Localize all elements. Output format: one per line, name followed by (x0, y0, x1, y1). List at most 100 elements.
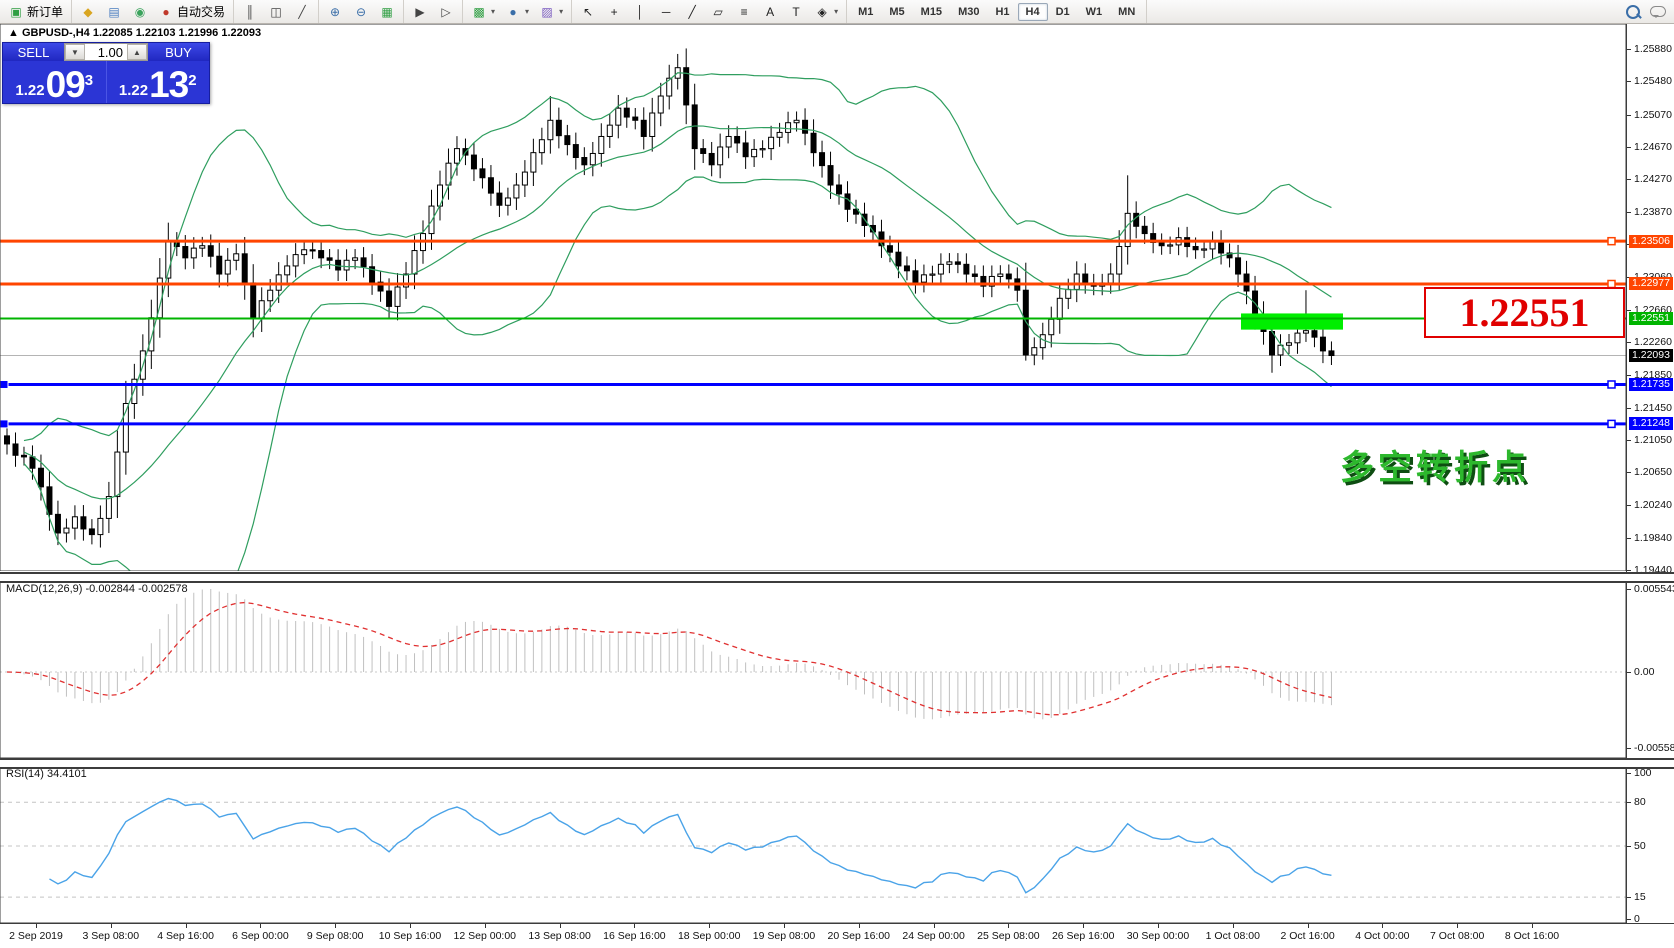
time-tick-mark (484, 924, 486, 928)
dropdown-caret-icon[interactable]: ▾ (491, 7, 496, 16)
timeframe-h1-button[interactable]: H1 (995, 5, 1010, 18)
axis-tick-mark (1627, 589, 1631, 590)
timeframe-w1-button[interactable]: W1 (1085, 5, 1103, 18)
zoom-in-button[interactable]: ⊕ (323, 3, 347, 21)
price-tick-label: 1.24670 (1634, 140, 1672, 153)
axis-tick-mark (1627, 407, 1631, 409)
trendline-button[interactable]: ╱ (680, 3, 704, 21)
chart-shift-button[interactable]: ▷ (434, 3, 458, 21)
time-axis[interactable]: 2 Sep 2019 3 Sep 08:00 4 Sep 16:00 6 Sep 00… (0, 923, 1674, 948)
candlestick-icon: ◫ (270, 4, 282, 19)
zoom-out-button[interactable]: ⊖ (349, 3, 373, 21)
time-tick-mark (858, 924, 860, 928)
text-label-button[interactable]: T (784, 3, 808, 21)
timeframe-m30-button[interactable]: M30 (958, 5, 980, 18)
one-click-trading-panel: SELL ▼ 1.00 ▲ BUY 1.22 09 3 1.22 13 2 (2, 42, 210, 104)
candlestick-button[interactable]: ◫ (264, 3, 288, 21)
price-tick-label: 1.23870 (1634, 205, 1672, 218)
vline-button[interactable]: │ (628, 3, 652, 21)
chinese-annotation[interactable]: 多空转折点 (1340, 449, 1530, 487)
axis-tick-mark (1627, 773, 1631, 774)
new-chart-button[interactable]: ▩ ▾ (467, 3, 499, 21)
toolbar-group: ▣ 新订单 (0, 0, 73, 23)
timeframe-d1-button[interactable]: D1 (1055, 5, 1070, 18)
pane-splitter[interactable] (0, 758, 1674, 769)
timeframe-m1-button[interactable]: M1 (858, 5, 874, 18)
tile-windows-button[interactable]: ▦ (375, 3, 399, 21)
dropdown-caret-icon[interactable]: ▾ (834, 7, 839, 16)
time-tick-label: 19 Sep 08:00 (752, 930, 816, 942)
shapes-button[interactable]: ◈ ▾ (810, 3, 842, 21)
timeframe-h4-button[interactable]: H4 (1017, 2, 1048, 21)
rsi-axis-label: 15 (1634, 891, 1646, 904)
bar-low: 1.21996 (178, 27, 219, 39)
price-chart-pane[interactable] (0, 24, 1626, 571)
channel-button[interactable]: ▱ (706, 3, 730, 21)
sell-price[interactable]: 1.22 09 3 (3, 61, 107, 103)
auto-scroll-button[interactable]: ▶ (408, 3, 432, 21)
buy-button[interactable]: BUY (148, 43, 209, 61)
toolbar-button-label: 自动交易 (177, 5, 226, 19)
chat-icon[interactable] (1650, 6, 1666, 18)
time-tick-label: 4 Sep 16:00 (157, 930, 214, 942)
chart-template-icon: ▨ (541, 4, 553, 19)
hline-button[interactable]: ─ (654, 3, 678, 21)
time-tick-label: 30 Sep 00:00 (1126, 930, 1190, 942)
price-callout-box[interactable]: 1.22551 (1424, 287, 1625, 338)
macd-pane[interactable] (0, 580, 1626, 758)
price-tick-label: 1.20240 (1634, 499, 1672, 512)
time-tick-mark (709, 924, 711, 928)
buy-price-big: 13 (149, 64, 189, 105)
buy-price[interactable]: 1.22 13 2 (107, 61, 210, 103)
signals-button[interactable]: ◉ (128, 3, 152, 21)
axis-tick-mark (1627, 375, 1631, 377)
vline-icon: │ (636, 4, 644, 19)
volume-decrease-button[interactable]: ▼ (65, 44, 85, 60)
axis-tick-mark (1627, 919, 1631, 920)
time-tick-mark (410, 924, 411, 928)
bar-chart-button[interactable]: ║ (238, 3, 262, 21)
sell-button[interactable]: SELL (3, 43, 64, 61)
time-tick-label: 2 Sep 2019 (9, 930, 63, 942)
timeframe-mn-button[interactable]: MN (1118, 5, 1136, 18)
autotrade-button[interactable]: ● 自动交易 (154, 2, 229, 21)
axis-tick-mark (1627, 570, 1631, 572)
profiles-button[interactable]: ● ▾ (501, 3, 533, 21)
panel-toggle-icon[interactable]: ▲ (8, 27, 19, 39)
axis-tick-mark (1627, 342, 1631, 343)
macd-value-main: -0.002844 (85, 583, 136, 595)
time-tick-label: 10 Sep 16:00 (378, 930, 442, 942)
time-tick-mark (110, 924, 112, 928)
timeframe-m15-button[interactable]: M15 (920, 5, 943, 18)
axis-tick-mark (1627, 81, 1631, 83)
volume-increase-button[interactable]: ▲ (127, 44, 147, 60)
sell-price-prefix: 1.22 (15, 82, 45, 99)
fibonacci-button[interactable]: ≡ (732, 3, 756, 21)
new-order-button[interactable]: ▣ 新订单 (4, 2, 67, 21)
crosshair-button[interactable]: + (602, 3, 626, 21)
time-tick-label: 4 Oct 00:00 (1355, 930, 1410, 942)
indicators-icon: ◆ (83, 4, 93, 19)
chart-template-button[interactable]: ▨ ▾ (535, 3, 567, 21)
timeframe-m5-button[interactable]: M5 (889, 5, 905, 18)
search-icon[interactable] (1626, 4, 1640, 19)
sell-price-pipette: 3 (84, 72, 94, 89)
fibonacci-icon: ≡ (740, 4, 748, 19)
navigator-button[interactable]: ▤ (102, 3, 126, 21)
pane-splitter[interactable] (0, 572, 1674, 583)
time-tick-mark (1382, 924, 1384, 928)
indicators-button[interactable]: ◆ (76, 3, 100, 21)
volume-input[interactable]: 1.00 (85, 44, 127, 60)
rsi-axis-label: 80 (1634, 796, 1646, 809)
rsi-pane[interactable] (0, 765, 1626, 923)
bar-close: 1.22093 (221, 27, 262, 39)
line-chart-button[interactable]: ╱ (290, 3, 314, 21)
dropdown-caret-icon[interactable]: ▾ (525, 7, 530, 16)
cursor-button[interactable]: ↖ (576, 3, 600, 21)
text-button[interactable]: A (758, 3, 782, 21)
hline-icon: ─ (661, 4, 671, 19)
dropdown-caret-icon[interactable]: ▾ (559, 7, 564, 16)
price-tag-1.21735: 1.21735 (1629, 377, 1673, 391)
axis-tick-mark (1627, 846, 1631, 847)
